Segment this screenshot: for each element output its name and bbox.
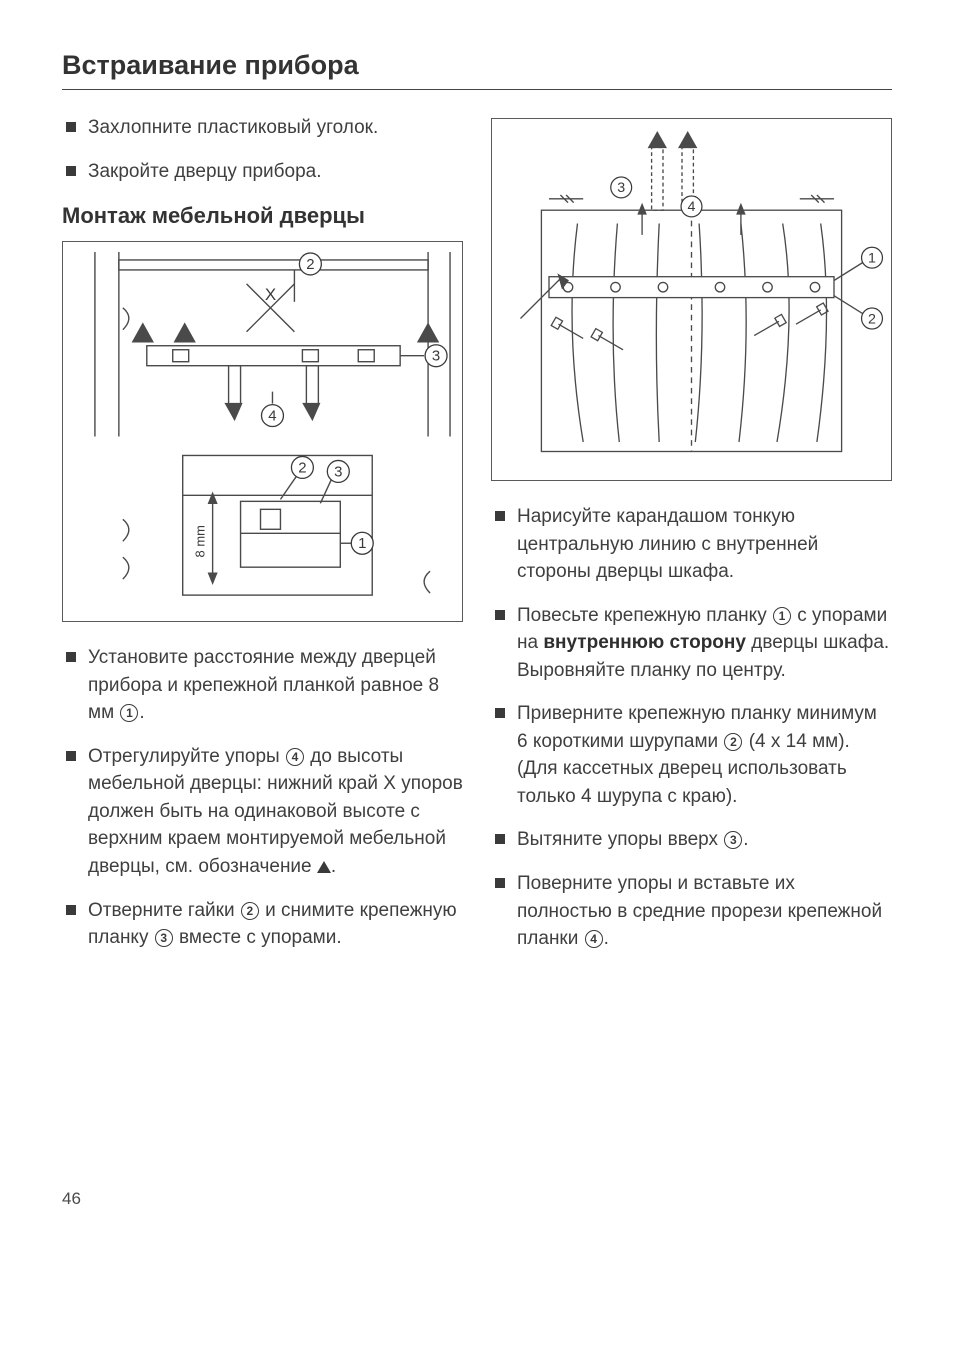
text: Отверните гайки bbox=[88, 900, 240, 921]
page-title: Встраивание прибора bbox=[62, 50, 892, 90]
text: Отрегулируйте упоры bbox=[88, 746, 285, 767]
list-item: Повесьте крепежную планку 1 с упорами на… bbox=[491, 602, 892, 685]
left-column: Захлопните пластиковый уголок. Закройте … bbox=[62, 114, 463, 969]
list-item: Отверните гайки 2 и снимите крепежную пл… bbox=[62, 897, 463, 952]
text: Повесьте крепежную планку bbox=[517, 605, 772, 626]
ref-1-icon: 1 bbox=[773, 607, 791, 625]
svg-text:3: 3 bbox=[432, 348, 440, 365]
fig1-label-2-top: 2 bbox=[299, 253, 321, 275]
text: Поверните упоры и вставьте их полностью … bbox=[517, 873, 882, 949]
svg-text:3: 3 bbox=[334, 464, 342, 481]
text: . bbox=[139, 702, 144, 723]
list-item: Вытяните упоры вверх 3. bbox=[491, 826, 892, 854]
fig1-label-2-bot: 2 bbox=[291, 457, 313, 479]
fig1-label-4: 4 bbox=[262, 405, 284, 427]
ref-3-icon: 3 bbox=[724, 831, 742, 849]
ref-1-icon: 1 bbox=[120, 704, 138, 722]
svg-text:3: 3 bbox=[617, 180, 625, 196]
ref-2-icon: 2 bbox=[241, 902, 259, 920]
text: . bbox=[331, 856, 336, 877]
intro-list: Захлопните пластиковый уголок. Закройте … bbox=[62, 114, 463, 185]
svg-text:X: X bbox=[265, 285, 276, 304]
ref-4-icon: 4 bbox=[286, 748, 304, 766]
list-item: Приверните крепежную планку минимум 6 ко… bbox=[491, 700, 892, 810]
svg-text:2: 2 bbox=[306, 256, 314, 273]
text: . bbox=[743, 829, 748, 850]
list-item: Установите расстояние между дверцей приб… bbox=[62, 644, 463, 727]
svg-text:4: 4 bbox=[688, 199, 696, 215]
svg-text:4: 4 bbox=[268, 408, 276, 425]
figure-1: 2 3 4 2 3 1 X 8 mm bbox=[62, 241, 463, 622]
list-item: Поверните упоры и вставьте их полностью … bbox=[491, 870, 892, 953]
ref-4-icon: 4 bbox=[585, 930, 603, 948]
fig1-label-3-right: 3 bbox=[425, 345, 447, 367]
content-columns: Захлопните пластиковый уголок. Закройте … bbox=[62, 114, 892, 969]
list-item: Нарисуйте карандашом тонкую центральную … bbox=[491, 503, 892, 586]
figure-1-svg: 2 3 4 2 3 1 X 8 mm bbox=[63, 242, 462, 621]
ref-3-icon: 3 bbox=[155, 929, 173, 947]
text: . bbox=[604, 928, 609, 949]
text: Вытяните упоры вверх bbox=[517, 829, 723, 850]
left-steps: Установите расстояние между дверцей приб… bbox=[62, 644, 463, 951]
svg-text:1: 1 bbox=[868, 250, 876, 266]
text: вместе с упорами. bbox=[174, 927, 342, 948]
fig1-label-3-bot: 3 bbox=[327, 461, 349, 483]
svg-text:2: 2 bbox=[298, 460, 306, 477]
figure-2-svg: 3 4 1 2 bbox=[492, 119, 891, 480]
svg-text:1: 1 bbox=[358, 535, 366, 552]
figure-2: 3 4 1 2 bbox=[491, 118, 892, 481]
ref-2-icon: 2 bbox=[724, 733, 742, 751]
fig1-label-1: 1 bbox=[351, 532, 373, 554]
page-number: 46 bbox=[62, 1189, 892, 1209]
right-steps: Нарисуйте карандашом тонкую центральную … bbox=[491, 503, 892, 953]
bold-text: внутреннюю сторону bbox=[543, 632, 746, 653]
svg-text:8 mm: 8 mm bbox=[193, 525, 208, 557]
right-column: 3 4 1 2 Нарисуйте карандашом тонкую цент… bbox=[491, 114, 892, 969]
subheading-left: Монтаж мебельной дверцы bbox=[62, 203, 463, 229]
list-item: Закройте дверцу прибора. bbox=[62, 158, 463, 186]
svg-text:2: 2 bbox=[868, 311, 876, 327]
list-item: Отрегулируйте упоры 4 до высоты мебельно… bbox=[62, 743, 463, 881]
triangle-icon bbox=[317, 861, 331, 873]
list-item: Захлопните пластиковый уголок. bbox=[62, 114, 463, 142]
